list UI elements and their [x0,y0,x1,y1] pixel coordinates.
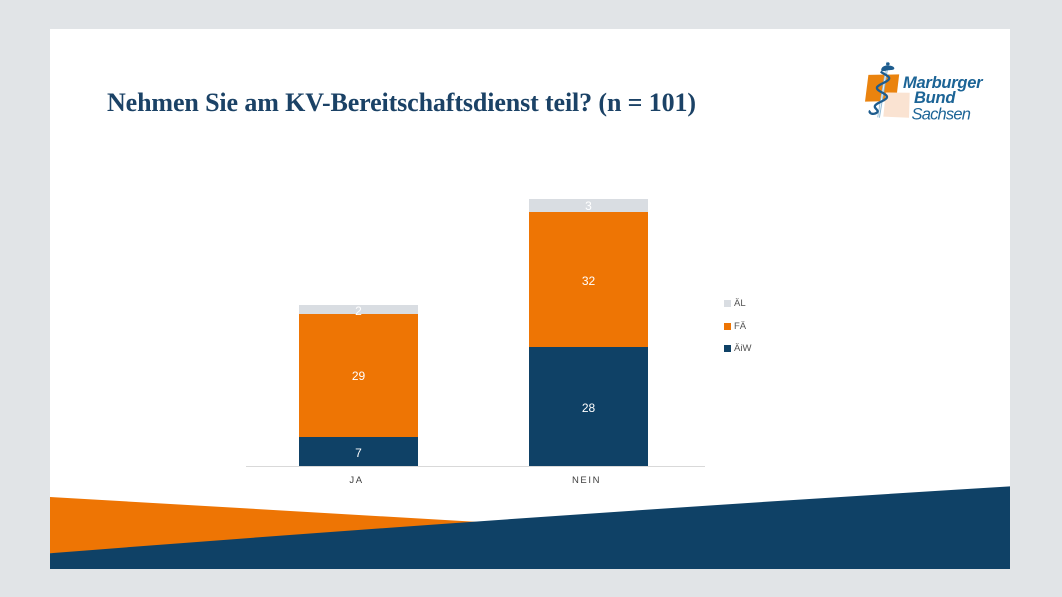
svg-text:Marburger: Marburger [903,74,984,92]
svg-text:Sachsen: Sachsen [912,105,971,123]
svg-text:Bund: Bund [914,89,956,107]
